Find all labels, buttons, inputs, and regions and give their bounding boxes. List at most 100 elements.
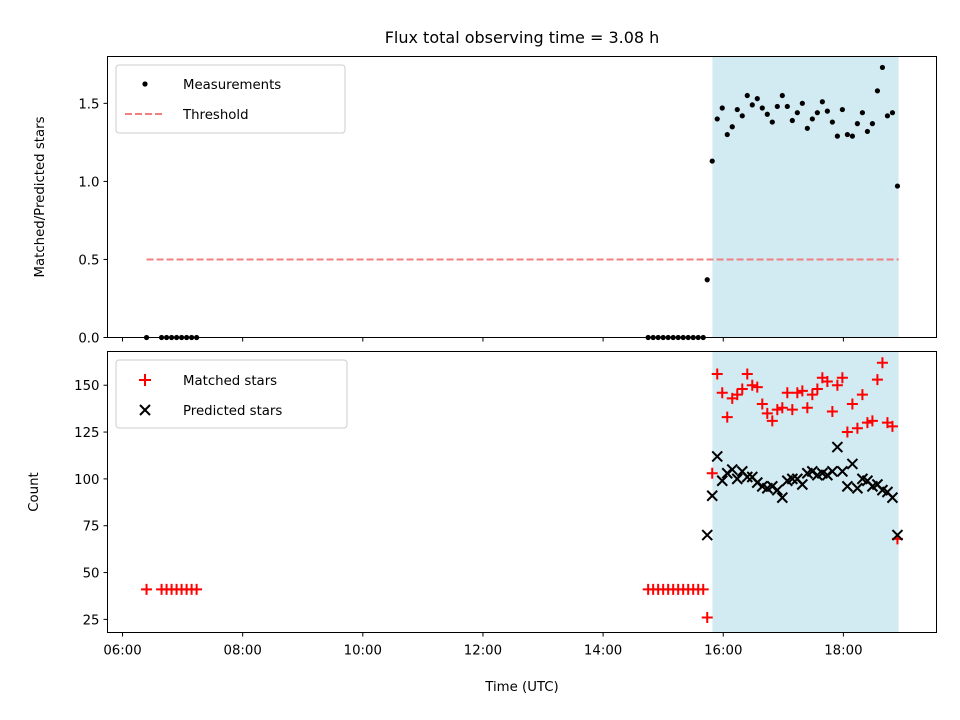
point-matched-stars [191, 583, 203, 595]
point-matched-stars [791, 387, 803, 399]
chart-title: Flux total observing time = 3.08 h [385, 28, 660, 47]
point-measurements [874, 88, 881, 94]
point-predicted-stars [771, 484, 784, 496]
point-measurements [799, 100, 805, 106]
point-measurements [809, 116, 815, 122]
point-measurements [889, 110, 896, 116]
point-matched-stars [766, 415, 778, 427]
point-matched-stars [697, 583, 709, 595]
point-measurements [769, 119, 775, 125]
point-predicted-stars [796, 478, 809, 491]
point-matched-stars [826, 405, 838, 417]
point-predicted-stars [846, 458, 859, 470]
point-measurements [779, 92, 785, 99]
point-measurements [859, 110, 866, 116]
y-tick-label: 1.5 [78, 97, 99, 112]
point-measurements [884, 113, 891, 119]
point-measurements [734, 106, 740, 113]
point-matched-stars [806, 389, 818, 401]
point-measurements [814, 110, 820, 116]
point-measurements [849, 133, 855, 139]
point-matched-stars [861, 417, 873, 429]
point-measurements [749, 102, 755, 108]
legend-label-threshold: Threshold [182, 108, 249, 123]
point-measurements [794, 110, 800, 116]
y-tick-label: 0.5 [78, 253, 99, 268]
point-matched-stars [831, 379, 843, 391]
observing-window-shade [712, 351, 899, 633]
point-predicted-stars [836, 465, 849, 478]
y-tick-label: 1.0 [78, 175, 99, 190]
point-measurements [829, 119, 835, 125]
count-panel: 25 50 75 100 125 150 06:00 08:00 10:00 12:00 14:0… [27, 351, 937, 695]
point-predicted-stars [786, 473, 799, 485]
point-matched-stars [876, 357, 888, 369]
point-matched-stars [761, 407, 773, 419]
point-predicted-stars [741, 471, 753, 483]
point-predicted-stars [706, 490, 718, 502]
point-predicted-stars [841, 480, 854, 493]
point-matched-stars [841, 426, 853, 438]
point-matched-stars [846, 398, 858, 410]
point-measurements [804, 125, 810, 131]
point-predicted-stars [731, 473, 743, 485]
point-matched-stars [821, 375, 833, 387]
point-matched-stars [781, 387, 793, 399]
x-tick-label: 10:00 [344, 644, 382, 659]
point-measurements [704, 277, 710, 283]
point-measurements [729, 124, 735, 130]
point-measurements [759, 105, 765, 111]
x-tick-label: 12:00 [464, 644, 502, 659]
point-matched-stars [866, 415, 878, 427]
point-matched-stars [721, 411, 733, 423]
ratio-y-axis-label: Matched/Predicted stars [33, 116, 48, 277]
point-measurements [724, 131, 730, 138]
point-measurements [864, 128, 871, 135]
point-measurements [824, 108, 830, 114]
y-tick-label: 125 [74, 426, 99, 441]
ratio-legend: Measurements Threshold [115, 64, 346, 134]
point-matched-stars [711, 368, 723, 380]
x-tick-label: 18:00 [824, 644, 862, 659]
point-measurements [784, 103, 790, 110]
legend-label-predicted: Predicted stars [183, 404, 282, 419]
point-matched-stars [886, 420, 898, 432]
point-measurements [879, 64, 886, 71]
count-panel-frame [107, 351, 937, 633]
point-predicted-stars [776, 491, 789, 504]
y-tick-label: 150 [74, 379, 99, 394]
legend-marker-matched [139, 374, 151, 386]
point-matched-stars [751, 381, 763, 393]
point-predicted-stars [826, 465, 839, 478]
point-measurements [854, 121, 861, 127]
point-matched-stars [731, 389, 743, 401]
legend-label-measurements: Measurements [183, 78, 281, 93]
point-matched-stars [746, 379, 758, 391]
point-matched-stars [706, 467, 718, 479]
ratio-panel: 0.0 0.5 1.0 1.5 Matched/Predicted stars Mea… [33, 56, 937, 347]
point-measurements [709, 158, 715, 164]
x-tick-label: 08:00 [223, 644, 261, 659]
y-tick-label: 75 [83, 520, 100, 535]
point-measurements [894, 183, 901, 189]
point-predicted-stars [831, 441, 844, 453]
point-matched-stars [771, 404, 783, 416]
point-predicted-stars [716, 475, 728, 487]
y-tick-label: 0.0 [78, 332, 99, 347]
count-legend: Matched stars Predicted stars [115, 359, 348, 429]
point-matched-stars [871, 374, 883, 386]
point-matched-stars [801, 402, 813, 414]
point-measurements [754, 96, 760, 102]
point-measurements [869, 121, 876, 127]
count-y-axis-label: Count [27, 472, 42, 512]
point-matched-stars [741, 368, 753, 380]
point-matched-stars [716, 387, 728, 399]
point-predicted-stars [851, 482, 864, 494]
x-tick-label: 06:00 [103, 644, 141, 659]
y-tick-label: 25 [83, 613, 100, 628]
point-measurements [789, 117, 795, 124]
point-matched-stars [736, 383, 748, 395]
point-predicted-stars [891, 529, 904, 541]
point-matched-stars [141, 583, 153, 595]
